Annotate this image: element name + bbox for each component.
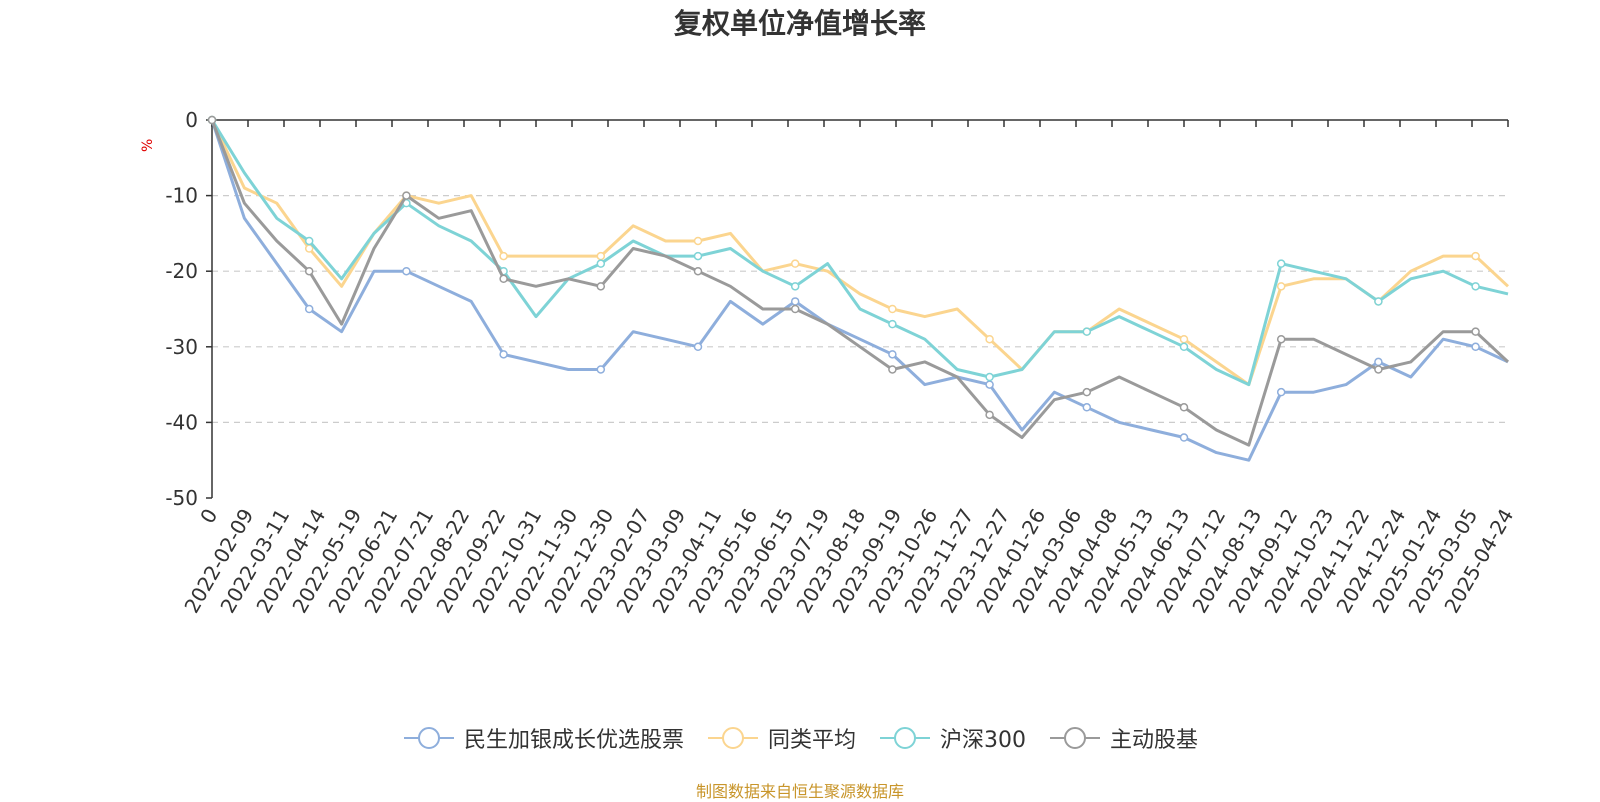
data-point xyxy=(499,274,508,284)
data-point xyxy=(693,236,703,246)
data-point xyxy=(207,115,217,125)
data-point xyxy=(790,304,800,314)
data-point xyxy=(1276,334,1286,344)
legend-label: 民生加银成长优选股票 xyxy=(463,728,684,753)
data-point xyxy=(985,334,994,344)
data-point xyxy=(499,350,508,359)
data-point xyxy=(888,350,897,359)
legend-marker-icon xyxy=(403,727,454,749)
data-point xyxy=(693,266,703,276)
source-credit: 制图数据来自恒生聚源数据库 xyxy=(695,782,904,801)
y-tick-label: -50 xyxy=(165,486,198,510)
legend-label: 主动股基 xyxy=(1110,728,1199,753)
chart-title: 复权单位净值增长率 xyxy=(673,7,926,40)
data-point xyxy=(1374,297,1383,306)
legend-marker-icon xyxy=(880,727,930,749)
data-point xyxy=(1179,342,1189,352)
data-point xyxy=(1179,334,1189,344)
legend-item-3[interactable]: 主动股基 xyxy=(1048,722,1198,754)
data-point xyxy=(1471,342,1480,352)
data-point xyxy=(888,304,897,314)
legend-label: 同类平均 xyxy=(767,728,856,753)
data-point xyxy=(1471,282,1480,291)
data-point xyxy=(985,410,994,420)
legend: 民生加银成长优选股票 同类平均 沪深300 主动股基 xyxy=(0,722,1600,754)
data-point xyxy=(1374,365,1383,374)
data-point xyxy=(402,191,411,200)
data-point xyxy=(304,236,314,246)
data-point xyxy=(790,297,800,306)
y-tick-label: -40 xyxy=(165,410,198,434)
series-line-2 xyxy=(210,119,1509,387)
data-point xyxy=(1082,403,1092,412)
x-tick-label: 0 xyxy=(195,505,222,528)
data-point xyxy=(1276,282,1286,291)
data-point xyxy=(304,304,314,314)
legend-item-2[interactable]: 沪深300 xyxy=(878,722,1026,754)
data-point xyxy=(499,251,508,261)
legend-item-0[interactable]: 民生加银成长优选股票 xyxy=(402,722,684,754)
y-tick-label: -30 xyxy=(165,335,198,359)
data-point xyxy=(790,259,800,268)
legend-marker-icon xyxy=(1050,727,1100,749)
data-point xyxy=(888,365,897,374)
data-point xyxy=(596,282,606,291)
data-point xyxy=(985,380,994,389)
data-point xyxy=(304,266,314,276)
data-point xyxy=(596,259,606,268)
y-tick-label: -10 xyxy=(165,184,198,208)
data-point xyxy=(1179,433,1189,442)
data-point xyxy=(1471,327,1480,336)
data-point xyxy=(790,282,800,291)
series-line-3 xyxy=(210,119,1510,447)
data-point xyxy=(1082,387,1092,397)
data-point xyxy=(1471,251,1480,261)
data-point xyxy=(693,251,703,261)
y-tick-label: -20 xyxy=(165,259,198,283)
y-tick-label: 0 xyxy=(185,108,198,132)
data-point xyxy=(1276,259,1286,268)
data-point xyxy=(402,266,411,276)
data-point xyxy=(888,319,897,329)
data-point xyxy=(596,251,606,261)
data-point xyxy=(1179,403,1189,412)
legend-label: 沪深300 xyxy=(940,728,1026,753)
data-point xyxy=(1374,357,1383,367)
series-line-1 xyxy=(210,119,1510,387)
data-point xyxy=(1082,327,1092,336)
legend-marker-icon xyxy=(707,727,758,749)
data-point xyxy=(693,342,703,352)
data-point xyxy=(985,372,994,382)
series-line-0 xyxy=(210,119,1509,462)
data-point xyxy=(596,365,606,374)
data-point xyxy=(1276,387,1286,397)
legend-item-1[interactable]: 同类平均 xyxy=(706,722,856,754)
